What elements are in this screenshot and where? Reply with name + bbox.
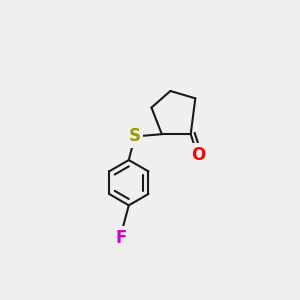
Text: F: F <box>116 229 127 247</box>
Text: S: S <box>129 128 141 146</box>
Text: O: O <box>191 146 206 164</box>
